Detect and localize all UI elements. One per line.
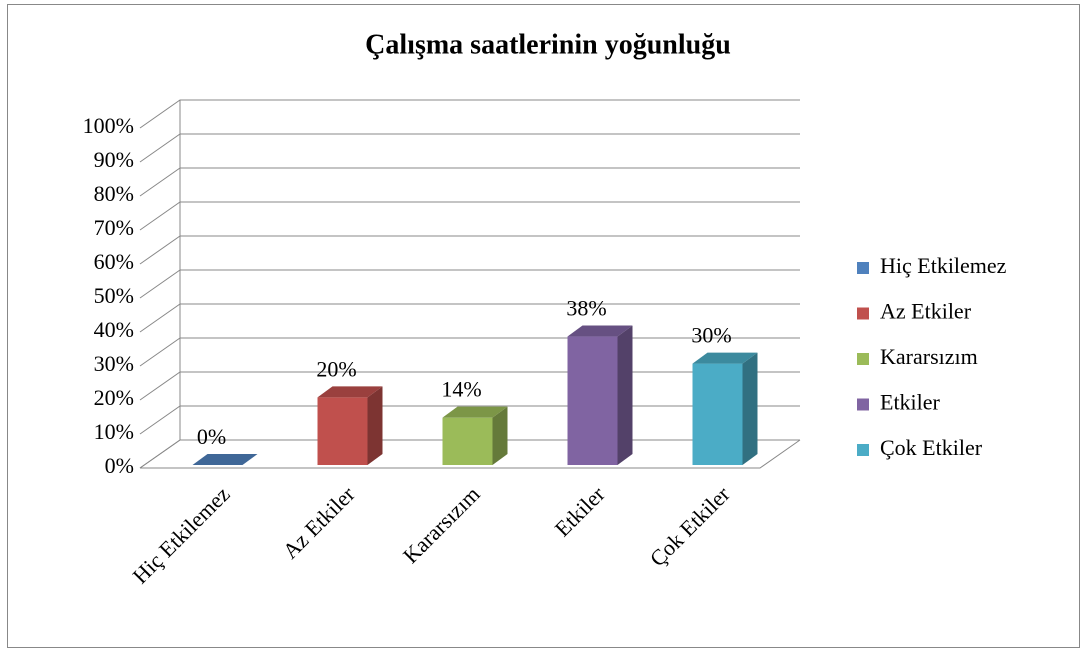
y-tick-label: 40% [94,317,134,342]
bar-top [692,352,758,364]
bar-front [317,397,368,465]
y-tick-label: 70% [94,215,134,240]
y-tick-label: 80% [94,181,134,206]
grid-line [139,235,800,265]
bar-side [617,325,633,465]
y-tick-label: 60% [94,249,134,274]
bar-top [317,386,383,398]
y-tick-label: 10% [94,419,134,444]
bar-side [367,386,383,465]
data-label: 30% [691,323,731,348]
bar-side [742,352,758,465]
bar [692,352,758,465]
chart-border [7,4,1080,648]
bar-front [692,363,743,465]
bar [192,454,258,465]
data-label: 20% [316,356,356,381]
legend-swatch [857,262,869,274]
chart-title: Çalışma saatlerinin yoğunluğu [365,29,731,60]
data-label: 0% [197,424,226,449]
y-tick-label: 50% [94,283,134,308]
legend-label: Etkiler [880,390,941,415]
legend-label: Kararsızım [880,344,978,369]
data-label: 14% [441,377,481,402]
bar-front [567,336,618,465]
floor [140,439,801,469]
y-tick-label: 20% [94,385,134,410]
y-tick-label: 0% [105,453,134,478]
bar [567,325,633,465]
y-tick-label: 100% [83,113,134,138]
grid-line [139,303,800,333]
legend-swatch [857,398,869,411]
bar [442,406,508,465]
bar-top [567,325,633,337]
legend-label: Hiç Etkilemez [880,253,1007,278]
bar-top [192,454,258,465]
grid-line [139,269,800,299]
bar-top [442,406,508,418]
grid-line [139,167,800,197]
bar [317,386,383,465]
legend-swatch [857,307,869,320]
legend-label: Az Etkiler [880,299,972,324]
grid-line [139,133,800,163]
bar-front [442,417,493,465]
y-tick-label: 30% [94,351,134,376]
y-tick-label: 90% [94,147,134,172]
legend-swatch [857,444,869,456]
legend-swatch [857,353,869,365]
legend-label: Çok Etkiler [880,435,983,460]
grid-line [139,201,800,231]
grid-line [139,99,800,129]
bar-side [492,406,508,465]
data-label: 38% [566,296,606,321]
